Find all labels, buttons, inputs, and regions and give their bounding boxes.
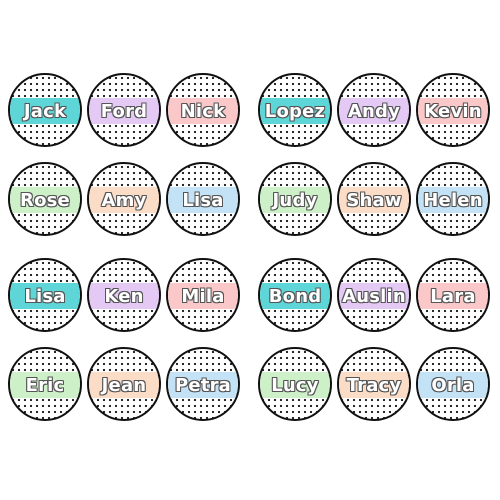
name-badge: Helen bbox=[416, 162, 490, 236]
name-badge: Bond bbox=[258, 258, 332, 332]
name-badge: Lisa bbox=[166, 162, 240, 236]
name-label: Lucy bbox=[271, 374, 319, 396]
name-band: Helen bbox=[418, 187, 488, 213]
name-band: Andy bbox=[339, 98, 409, 124]
name-band: Lopez bbox=[260, 98, 330, 124]
name-badge: Tracy bbox=[337, 347, 411, 421]
name-badge: Orla bbox=[416, 347, 490, 421]
name-badge: Rose bbox=[8, 162, 82, 236]
name-band: Lucy bbox=[260, 372, 330, 398]
name-badge: Lopez bbox=[258, 73, 332, 147]
name-badge: Jean bbox=[87, 347, 161, 421]
name-label: Amy bbox=[101, 189, 147, 211]
name-label: Andy bbox=[347, 100, 401, 122]
name-badge: Petra bbox=[166, 347, 240, 421]
name-label: Nick bbox=[180, 100, 226, 122]
name-badge: Lara bbox=[416, 258, 490, 332]
name-badge: Mila bbox=[166, 258, 240, 332]
name-label: Ford bbox=[100, 100, 148, 122]
name-label: Auslin bbox=[342, 285, 406, 307]
name-label: Bond bbox=[268, 285, 322, 307]
name-badge: Jack bbox=[8, 73, 82, 147]
name-badge: Judy bbox=[258, 162, 332, 236]
name-band: Rose bbox=[10, 187, 80, 213]
name-band: Tracy bbox=[339, 372, 409, 398]
name-label: Rose bbox=[20, 189, 70, 211]
name-badge: Lucy bbox=[258, 347, 332, 421]
name-band: Kevin bbox=[418, 98, 488, 124]
name-label: Mila bbox=[181, 285, 225, 307]
name-label: Kevin bbox=[424, 100, 482, 122]
name-badge: Ken bbox=[87, 258, 161, 332]
name-label: Lopez bbox=[264, 100, 326, 122]
name-band: Amy bbox=[89, 187, 159, 213]
name-band: Nick bbox=[168, 98, 238, 124]
name-band: Ford bbox=[89, 98, 159, 124]
name-label: Tracy bbox=[346, 374, 402, 396]
name-label: Judy bbox=[272, 189, 318, 211]
name-band: Jack bbox=[10, 98, 80, 124]
name-band: Auslin bbox=[339, 283, 409, 309]
name-badge: Lisa bbox=[8, 258, 82, 332]
name-band: Eric bbox=[10, 372, 80, 398]
name-label: Helen bbox=[423, 189, 483, 211]
name-badge: Andy bbox=[337, 73, 411, 147]
name-badge: Auslin bbox=[337, 258, 411, 332]
name-label: Lisa bbox=[182, 189, 224, 211]
name-band: Judy bbox=[260, 187, 330, 213]
name-label: Jean bbox=[101, 374, 147, 396]
name-badge: Amy bbox=[87, 162, 161, 236]
name-label: Eric bbox=[25, 374, 65, 396]
name-band: Lisa bbox=[168, 187, 238, 213]
name-label: Orla bbox=[431, 374, 475, 396]
name-badge: Shaw bbox=[337, 162, 411, 236]
name-label: Petra bbox=[174, 374, 232, 396]
name-band: Shaw bbox=[339, 187, 409, 213]
name-badge: Kevin bbox=[416, 73, 490, 147]
name-badge: Nick bbox=[166, 73, 240, 147]
name-band: Ken bbox=[89, 283, 159, 309]
name-band: Orla bbox=[418, 372, 488, 398]
name-band: Bond bbox=[260, 283, 330, 309]
name-badge: Eric bbox=[8, 347, 82, 421]
name-band: Petra bbox=[168, 372, 238, 398]
name-badge: Ford bbox=[87, 73, 161, 147]
name-label: Jack bbox=[23, 100, 67, 122]
name-band: Lisa bbox=[10, 283, 80, 309]
name-label: Shaw bbox=[346, 189, 402, 211]
name-label: Lisa bbox=[24, 285, 66, 307]
name-band: Jean bbox=[89, 372, 159, 398]
name-band: Lara bbox=[418, 283, 488, 309]
name-label: Ken bbox=[104, 285, 144, 307]
name-label: Lara bbox=[430, 285, 476, 307]
name-band: Mila bbox=[168, 283, 238, 309]
